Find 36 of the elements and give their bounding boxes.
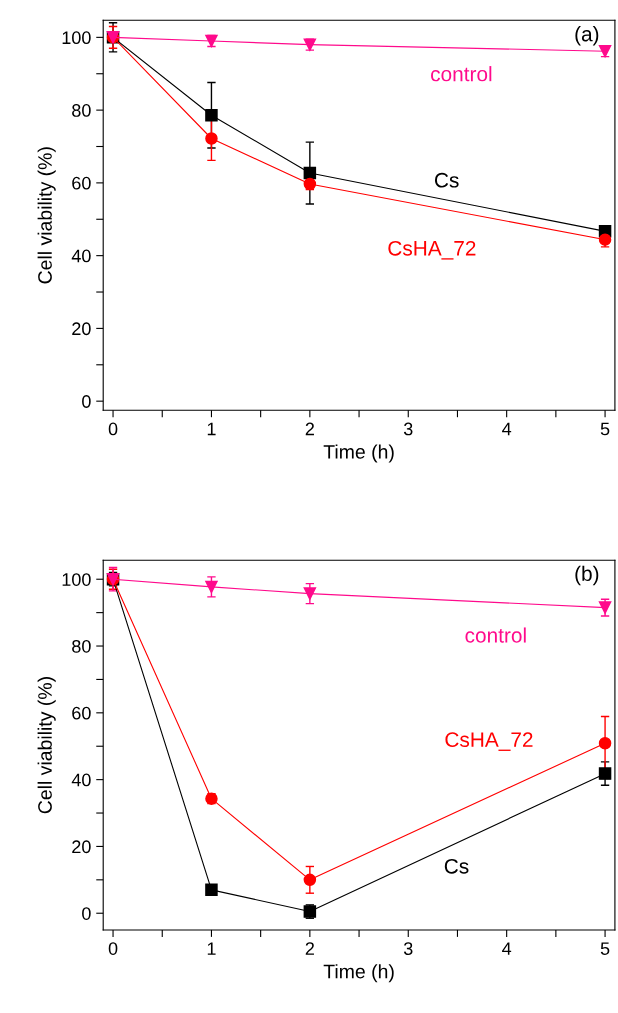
y-axis-title: Cell viability (%) <box>37 147 56 284</box>
annotation: (a) <box>575 26 599 46</box>
x-tick-label: 1 <box>207 942 216 955</box>
y-tick-label: 80 <box>72 104 91 117</box>
series-label: Cs <box>434 172 459 188</box>
x-tick-label: 4 <box>502 422 512 436</box>
x-tick-label: 3 <box>403 942 413 955</box>
y-tick-label: 40 <box>71 773 91 787</box>
series-label: Cs <box>444 858 469 874</box>
y-tick-label: 20 <box>72 840 91 854</box>
y-tick-label: 40 <box>71 249 91 263</box>
series-label: control <box>431 66 492 82</box>
y-tick-label: 60 <box>72 176 91 190</box>
x-tick-label: 4 <box>502 942 512 955</box>
annotation: (b) <box>575 565 599 586</box>
series-label: control <box>465 627 526 643</box>
y-tick-label: 60 <box>72 706 91 720</box>
x-tick-label: 2 <box>305 942 314 955</box>
y-tick-label: 0 <box>82 395 91 408</box>
x-tick-label: 3 <box>403 422 413 436</box>
y-tick-label: 0 <box>82 907 91 920</box>
x-tick-label: 5 <box>600 942 610 955</box>
x-tick-label: 0 <box>108 422 118 436</box>
y-tick-label: 100 <box>62 573 91 586</box>
series-label: CsHA_72 <box>388 240 476 260</box>
series-label: CsHA_72 <box>445 732 533 751</box>
x-tick-label: 1 <box>207 422 216 436</box>
x-tick-label: 2 <box>305 422 314 436</box>
x-axis-title: Time (h) <box>323 444 394 463</box>
y-tick-label: 20 <box>72 322 91 336</box>
y-axis-title: Cell viability (%) <box>37 677 56 814</box>
y-tick-label: 100 <box>62 31 91 45</box>
x-tick-label: 0 <box>108 942 118 955</box>
x-tick-label: 5 <box>600 422 610 436</box>
y-tick-label: 80 <box>72 639 91 653</box>
x-axis-title: Time (h) <box>323 964 394 983</box>
